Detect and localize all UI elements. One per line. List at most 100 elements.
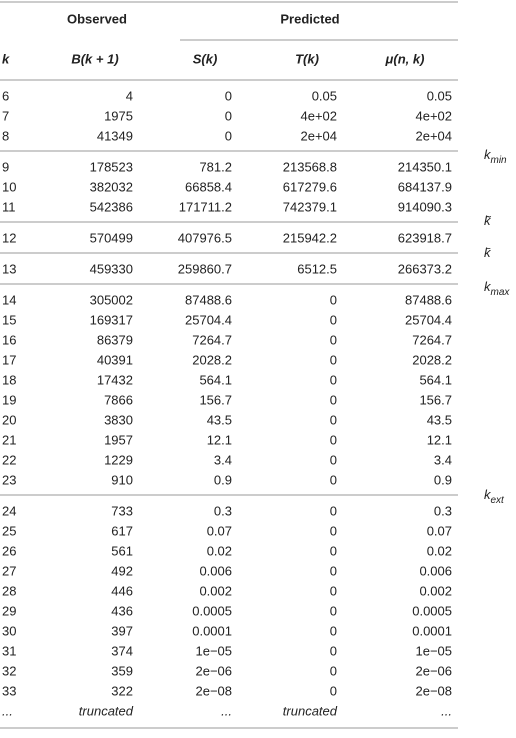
cell: 0	[330, 432, 337, 447]
cell: 156.7	[419, 392, 452, 407]
cell: 0.002	[419, 583, 452, 598]
cell: 0	[330, 392, 337, 407]
cell: 7264.7	[412, 332, 452, 347]
cell: 20	[2, 412, 16, 427]
cell: 0.0005	[192, 603, 232, 618]
cell: 733	[111, 503, 133, 518]
cell: ...	[2, 703, 13, 718]
cell: 25	[2, 523, 16, 538]
cell: 33	[2, 683, 16, 698]
cell: 0.02	[427, 543, 452, 558]
cell: 178523	[90, 159, 133, 174]
cell: 446	[111, 583, 133, 598]
cell: 3.4	[214, 452, 232, 467]
cell: 1957	[104, 432, 133, 447]
side-label-sub: max	[491, 287, 511, 298]
cell: 9	[2, 159, 9, 174]
cell: 18	[2, 372, 16, 387]
cell: 0	[330, 643, 337, 658]
cell: 12.1	[207, 432, 232, 447]
cell: 0	[330, 563, 337, 578]
cell: 910	[111, 472, 133, 487]
cell: 0	[330, 523, 337, 538]
cell: 66858.4	[185, 179, 232, 194]
cell: 2028.2	[192, 352, 232, 367]
cell: 13	[2, 261, 16, 276]
cell: 1e−05	[195, 643, 232, 658]
cell: 397	[111, 623, 133, 638]
column-header: k	[2, 51, 10, 66]
cell: ...	[221, 703, 232, 718]
cell: 22	[2, 452, 16, 467]
cell: 0	[330, 372, 337, 387]
cell: 0	[225, 128, 232, 143]
cell: 12.1	[427, 432, 452, 447]
cell: 7	[2, 108, 9, 123]
cell: 564.1	[419, 372, 452, 387]
column-header: S(k)	[193, 51, 218, 66]
cell: 11	[2, 199, 16, 214]
side-label-sub: min	[491, 155, 508, 166]
cell: 28	[2, 583, 16, 598]
cell: 4	[126, 88, 133, 103]
cell: 25704.4	[185, 312, 232, 327]
group-header: Observed	[67, 11, 127, 26]
cell: truncated	[79, 703, 134, 718]
cell: 29	[2, 603, 16, 618]
cell: 2e−06	[195, 663, 232, 678]
cell: 623918.7	[398, 230, 452, 245]
cell: 2e−06	[415, 663, 452, 678]
cell: 0	[330, 452, 337, 467]
cell: 0.3	[434, 503, 452, 518]
cell: 14	[2, 292, 16, 307]
cell: 684137.9	[398, 179, 452, 194]
side-label: k̃	[484, 213, 492, 228]
cell: 27	[2, 563, 16, 578]
side-label-base: k̃	[484, 213, 492, 228]
cell: 10	[2, 179, 16, 194]
cell: ...	[441, 703, 452, 718]
side-label-base: k̄	[484, 245, 492, 260]
cell: 542386	[90, 199, 133, 214]
cell: 781.2	[199, 159, 232, 174]
cell: 43.5	[427, 412, 452, 427]
cell: 2e−08	[195, 683, 232, 698]
cell: 322	[111, 683, 133, 698]
cell: 617	[111, 523, 133, 538]
cell: 0	[225, 88, 232, 103]
cell: 0	[330, 352, 337, 367]
column-header: T(k)	[295, 51, 319, 66]
side-label: k̄	[484, 245, 492, 260]
cell: 7264.7	[192, 332, 232, 347]
cell: 25704.4	[405, 312, 452, 327]
cell: 87488.6	[185, 292, 232, 307]
cell: 169317	[90, 312, 133, 327]
cell: 0	[330, 312, 337, 327]
cell: 214350.1	[398, 159, 452, 174]
cell: 0.9	[434, 472, 452, 487]
cell: 564.1	[199, 372, 232, 387]
cell: 0.05	[312, 88, 337, 103]
cell: 0	[330, 603, 337, 618]
cell: 359	[111, 663, 133, 678]
cell: truncated	[283, 703, 338, 718]
cell: 0	[330, 623, 337, 638]
cell: 26	[2, 543, 16, 558]
cell: 171711.2	[179, 199, 232, 214]
cell: 0	[330, 663, 337, 678]
cell: 87488.6	[405, 292, 452, 307]
column-header: μ(n, k)	[385, 51, 425, 66]
cell: 19	[2, 392, 16, 407]
cell: 0.07	[427, 523, 452, 538]
cell: 12	[2, 230, 16, 245]
cell: 3.4	[434, 452, 452, 467]
cell: 0.0001	[192, 623, 232, 638]
cell: 2e−08	[415, 683, 452, 698]
cell: 0	[330, 583, 337, 598]
cell: 8	[2, 128, 9, 143]
cell: 2e+04	[415, 128, 452, 143]
cell: 15	[2, 312, 16, 327]
cell: 7866	[104, 392, 133, 407]
cell: 259860.7	[178, 261, 232, 276]
side-label-base: k	[484, 279, 492, 294]
